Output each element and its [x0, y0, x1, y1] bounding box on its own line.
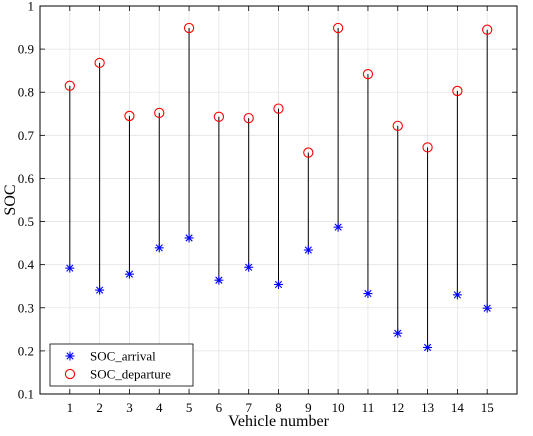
x-tick-label: 6: [216, 400, 223, 415]
soc-arrival-point: [95, 285, 105, 295]
soc-departure-point: [362, 68, 374, 80]
x-tick-label: 13: [421, 400, 434, 415]
x-tick-label: 14: [451, 400, 465, 415]
soc-departure-point: [243, 112, 254, 124]
y-tick-label: 0.3: [18, 300, 34, 315]
x-tick-label: 2: [96, 400, 103, 415]
x-tick-label: 8: [275, 400, 282, 415]
axes: [39, 5, 518, 395]
x-axis-label: Vehicle number: [228, 413, 330, 430]
soc-arrival-point: [363, 289, 373, 299]
soc-arrival-point: [333, 222, 343, 232]
legend-label-soc-departure: SOC_departure: [90, 367, 171, 382]
soc-arrival-point: [124, 269, 134, 279]
soc-departure-point: [332, 22, 344, 34]
y-tick-label: 0.4: [18, 257, 35, 272]
legend-circle: [64, 368, 76, 380]
x-tick-label: 3: [126, 400, 133, 415]
soc-departure-point: [273, 103, 284, 114]
soc-departure-point: [482, 24, 493, 35]
soc-arrival-point: [303, 245, 313, 255]
legend-box: [49, 343, 194, 387]
y-tick-label: 0.8: [18, 85, 34, 100]
legend-marker-soc-arrival: [65, 351, 75, 361]
soc-departure-point: [303, 147, 314, 158]
y-tick-label: 0.5: [18, 214, 34, 229]
y-tick-label: 0.1: [18, 387, 34, 402]
legend: SOC_arrival SOC_departure: [49, 343, 194, 387]
x-tick-label: 12: [391, 400, 404, 415]
soc-departure-point: [183, 22, 195, 34]
x-tick-label: 15: [481, 400, 494, 415]
soc-arrival-point: [423, 342, 433, 352]
soc-arrival-point: [274, 279, 283, 289]
connector-lines: [69, 27, 488, 348]
soc-departure-point: [124, 110, 135, 122]
soc-departure-point: [64, 80, 75, 91]
soc-arrival-point: [184, 233, 194, 243]
y-tick-label: 0.2: [18, 343, 34, 358]
soc-departure-point: [213, 111, 225, 122]
x-tick-label: 7: [245, 400, 252, 415]
soc-arrival-point: [393, 328, 403, 338]
soc-arrival-point: [482, 303, 492, 313]
legend-asterisk: [65, 351, 75, 361]
soc-arrival-point: [244, 262, 254, 272]
y-tick-label: 0.9: [18, 42, 34, 57]
legend-marker-soc-departure: [64, 368, 76, 380]
tick-labels: 1 2 3 4 5 6 7 8 9 10 11 12 13 14 150.10.20.30.40.50.60…: [18, 0, 494, 415]
x-tick-label: 11: [362, 400, 375, 415]
x-tick-label: 9: [305, 400, 312, 415]
legend-label-soc-arrival: SOC_arrival: [90, 349, 156, 364]
soc-arrival-point: [65, 263, 75, 273]
soc-departure-point: [452, 85, 463, 97]
soc-arrival-point: [452, 290, 462, 300]
x-tick-label: 4: [156, 400, 163, 415]
soc-arrival-point: [214, 275, 224, 285]
soc-arrival-point: [154, 243, 164, 253]
x-tick-label: 10: [332, 400, 345, 415]
y-tick-label: 0.7: [18, 128, 35, 143]
y-axis-label: SOC: [2, 184, 19, 215]
data-markers: [64, 22, 493, 352]
x-tick-label: 5: [186, 400, 193, 415]
y-tick-label: 0.6: [18, 171, 35, 186]
soc-departure-point: [154, 107, 165, 119]
x-tick-label: 1: [67, 400, 74, 415]
soc-departure-point: [392, 120, 403, 131]
y-tick-label: 1: [28, 0, 35, 14]
soc-departure-point: [422, 142, 433, 153]
soc-departure-point: [94, 57, 105, 69]
